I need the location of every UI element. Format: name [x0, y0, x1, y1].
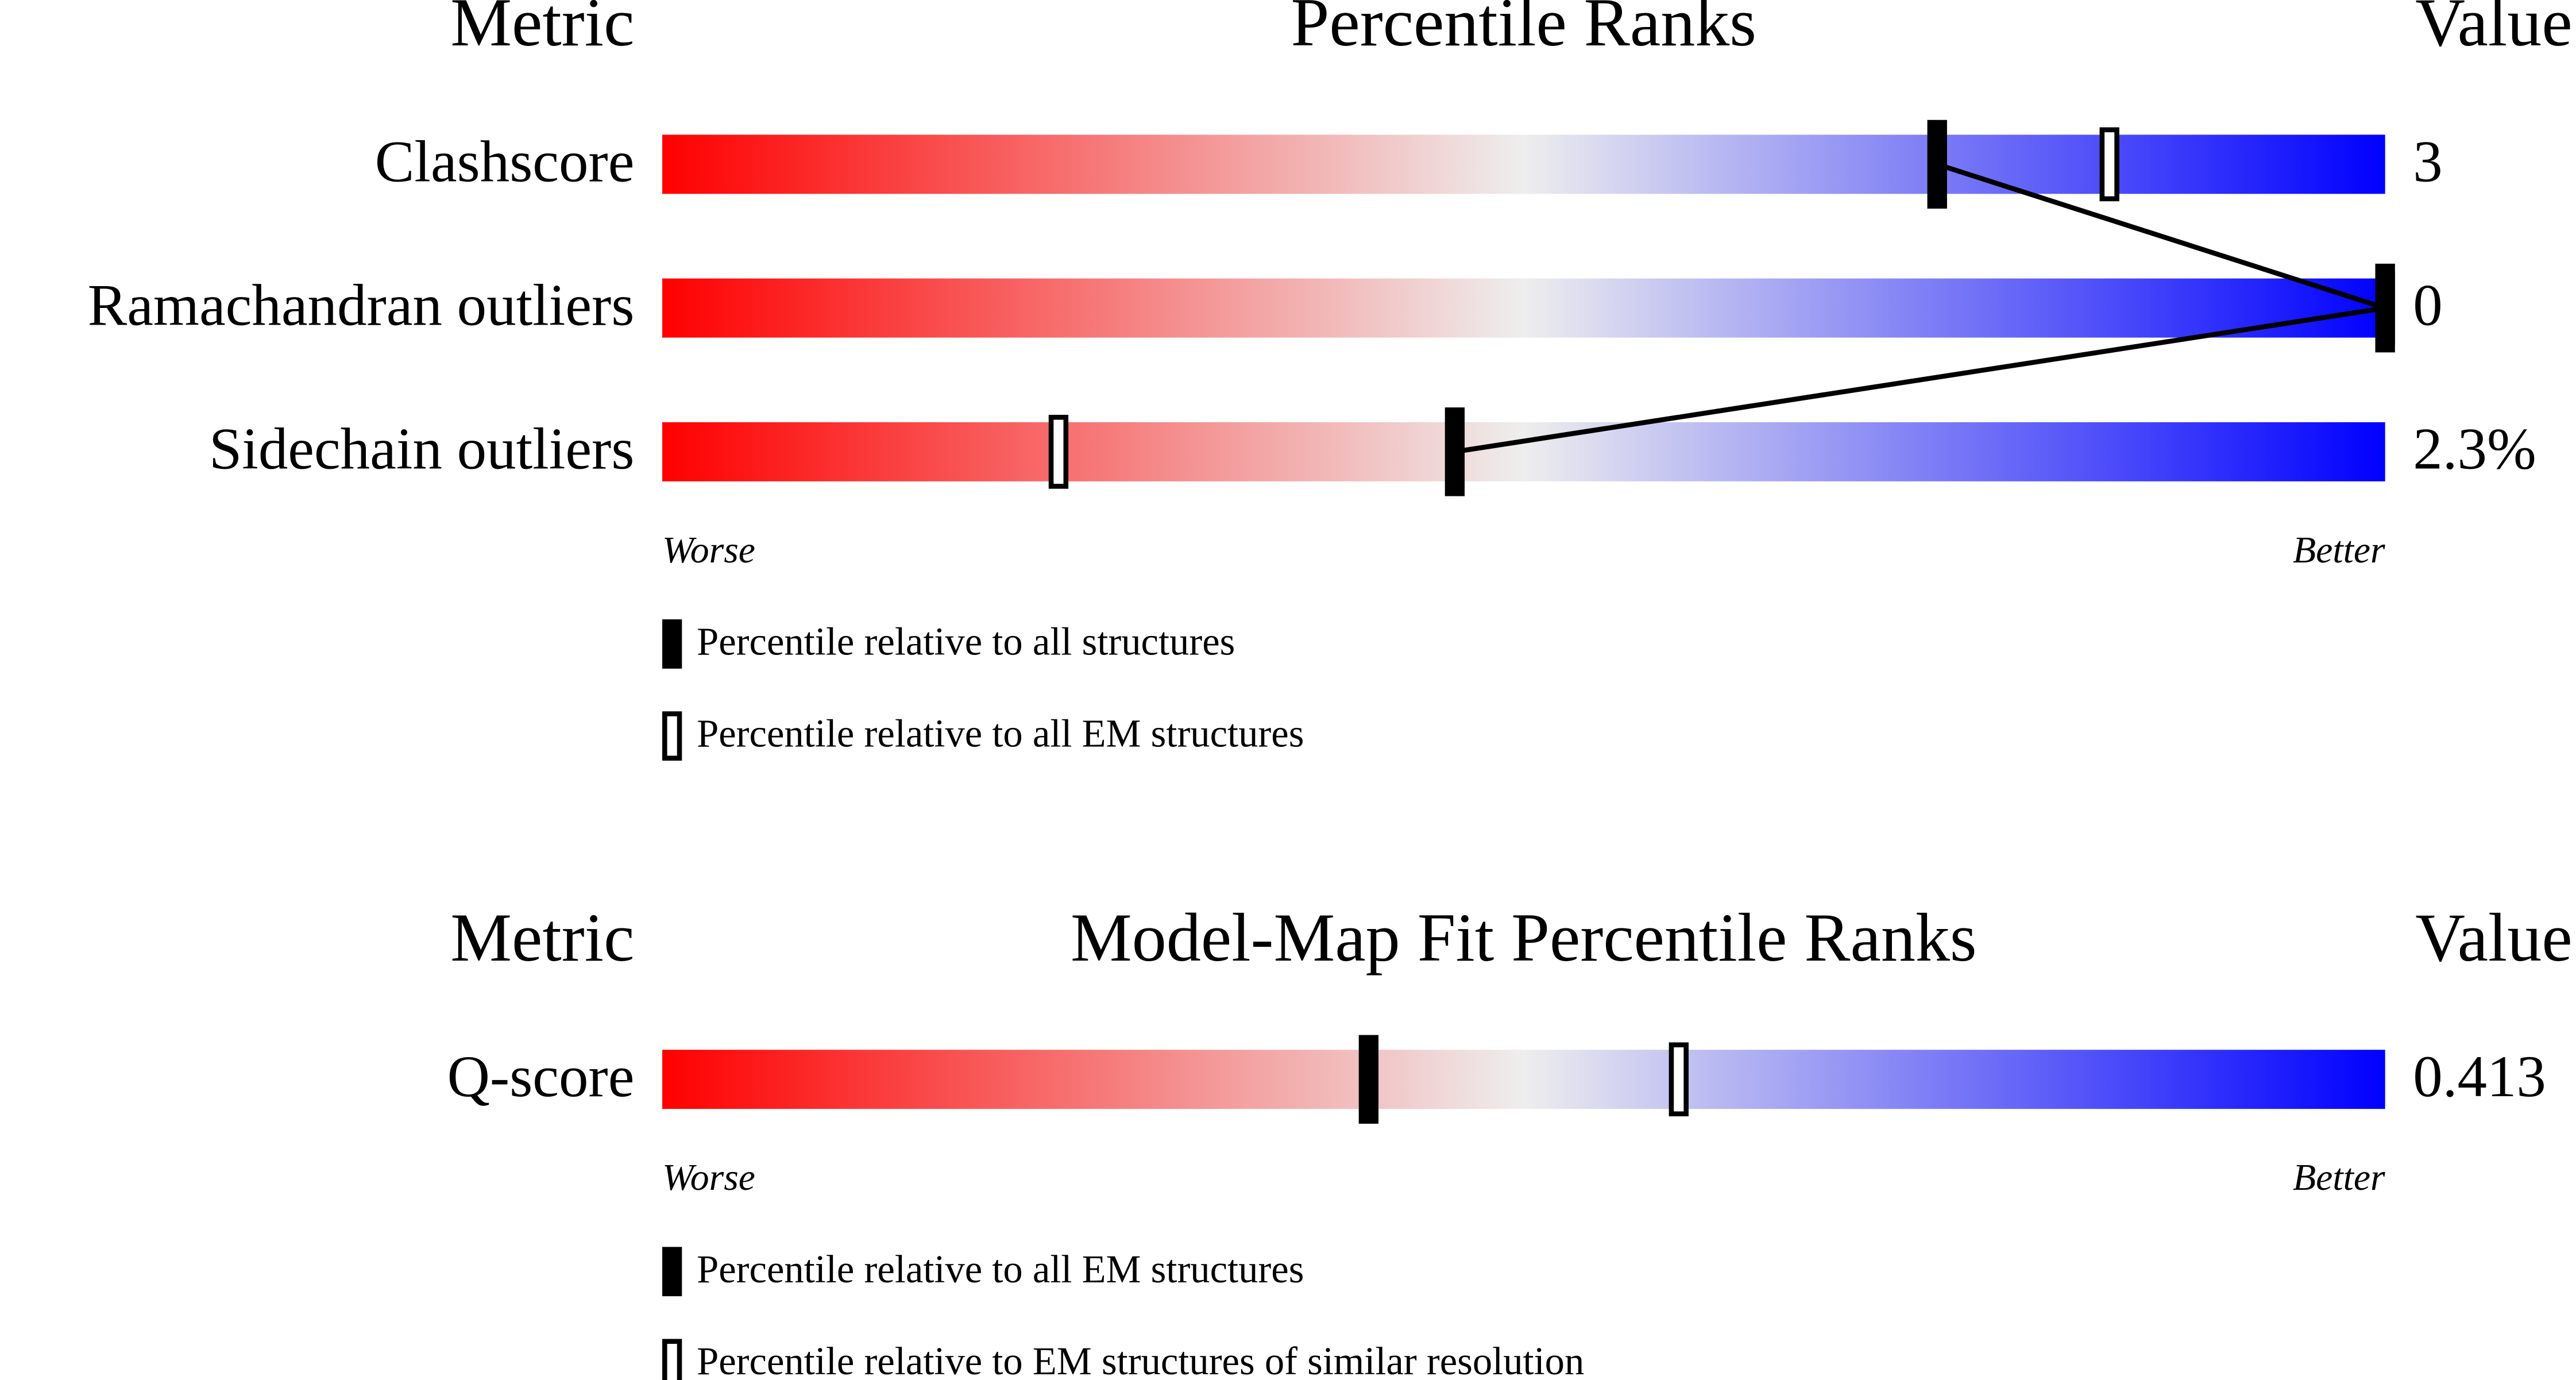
percentile-marker-open: [1669, 1042, 1689, 1117]
slider-bar: [662, 134, 2385, 194]
value-header: Value: [2415, 899, 2572, 976]
legend-swatch: [662, 1247, 682, 1297]
legend-swatch: [662, 1339, 682, 1380]
percentile-marker: [1927, 120, 1947, 209]
metric-header: Metric: [450, 899, 634, 976]
percentile-marker: [1445, 407, 1465, 496]
percentile-marker: [2375, 263, 2395, 353]
value-label: 2.3%: [2413, 417, 2536, 482]
legend-swatch: [662, 711, 682, 761]
value-label: 3: [2413, 129, 2442, 194]
chart-title: Model-Map Fit Percentile Ranks: [1071, 899, 1977, 976]
slider-bar: [662, 278, 2385, 338]
metric-label: Sidechain outliers: [209, 417, 634, 482]
value-header: Value: [2415, 0, 2572, 60]
legend-label: Percentile relative to EM structures of …: [697, 1339, 1584, 1380]
legend-swatch: [662, 619, 682, 669]
metric-label: Ramachandran outliers: [88, 273, 635, 338]
axis-high-label: Better: [2293, 1157, 2385, 1198]
chart-title: Percentile Ranks: [1291, 0, 1756, 60]
slider-bar: [662, 422, 2385, 481]
legend-label: Percentile relative to all EM structures: [697, 712, 1304, 755]
value-label: 0.413: [2413, 1044, 2546, 1109]
percentile-marker-open: [1048, 415, 1069, 489]
metric-label: Q-score: [447, 1044, 635, 1109]
axis-low-label: Worse: [662, 1157, 755, 1198]
value-label: 0: [2413, 273, 2442, 338]
percentile-marker-open: [2099, 127, 2119, 202]
axis-low-label: Worse: [662, 529, 755, 571]
legend-label: Percentile relative to all EM structures: [697, 1247, 1304, 1291]
metric-header: Metric: [450, 0, 634, 60]
percentile-marker: [1358, 1035, 1379, 1124]
legend-label: Percentile relative to all structures: [697, 620, 1235, 664]
slider-bar: [662, 1050, 2385, 1109]
axis-high-label: Better: [2293, 529, 2385, 571]
metric-label: Clashscore: [375, 129, 635, 194]
